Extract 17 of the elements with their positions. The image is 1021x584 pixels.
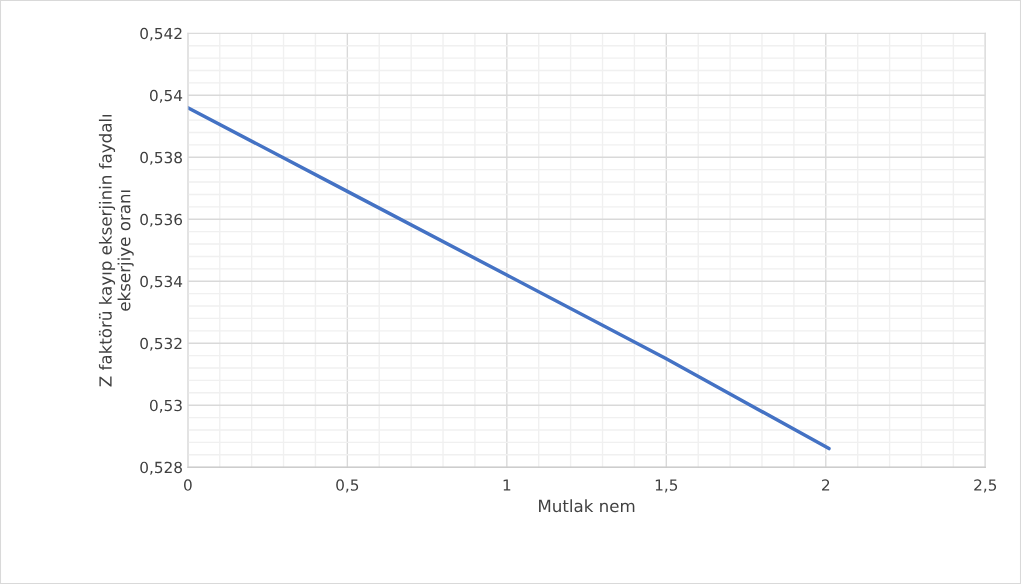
x-tick-label: 1	[503, 479, 511, 491]
x-tick-label: 1,5	[655, 479, 678, 493]
y-tick-label: 0,53	[149, 399, 182, 413]
x-tick-label: 0,5	[336, 479, 359, 493]
y-tick-label: 0,54	[149, 89, 183, 103]
x-tick-label: 2	[822, 479, 830, 491]
y-axis-title: Z faktörü kayıp ekserjinin faydalı ekserjiye oranı	[98, 114, 134, 387]
x-tick-label: 2,5	[974, 479, 997, 493]
y-tick-label: 0,534	[140, 275, 183, 289]
y-tick-label: 0,536	[140, 213, 183, 227]
line-series	[187, 105, 831, 451]
x-axis-title: Mutlak nem	[539, 499, 635, 513]
y-tick-label: 0,532	[140, 337, 182, 351]
y-tick-label: 0,538	[140, 151, 182, 165]
y-tick-label: 0,542	[140, 27, 182, 41]
x-tick-label: 0	[184, 479, 192, 491]
y-tick-label: 0,528	[140, 461, 182, 475]
